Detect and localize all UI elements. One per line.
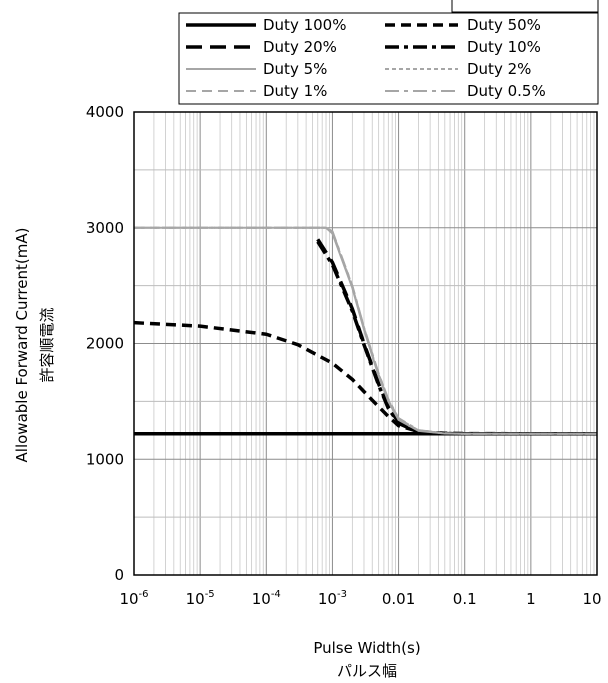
x-tick-label: 0.1 (453, 590, 477, 608)
x-tick-labels: 10-6 10-5 10-4 10-3 0.01 0.1 1 10 (119, 589, 601, 608)
x-tick-label: 1 (526, 590, 536, 608)
x-tick-label: 10-5 (186, 589, 215, 608)
legend-label: Duty 100% (263, 16, 346, 34)
x-tick-label: 10-6 (119, 589, 148, 608)
legend-box (178, 12, 599, 105)
legend-label: Duty 5% (263, 60, 327, 78)
y-tick-label: 2000 (86, 335, 124, 353)
legend-label: Duty 1% (263, 82, 327, 100)
x-axis-title: Pulse Width(s) (313, 639, 420, 657)
legend-label: Duty 10% (467, 38, 541, 56)
legend-label: Duty 0.5% (467, 82, 546, 100)
plot-frame (133, 111, 598, 576)
series-line-duty-10 (316, 240, 597, 436)
y-tick-label: 0 (114, 566, 124, 584)
y-tick-label: 3000 (86, 219, 124, 237)
y-tick-label: 4000 (86, 103, 124, 121)
legend-label: Duty 20% (263, 38, 337, 56)
x-tick-label: 0.01 (382, 590, 415, 608)
y-axis-title-jp: 許容順電流 (38, 307, 56, 382)
x-axis-title-jp: パルス幅 (337, 662, 397, 680)
legend: Duty 100% Duty 50% Duty 20% Duty 10% Duty 5%… (178, 12, 599, 105)
top-box-fragment (451, 0, 599, 13)
series-line-duty-0-5 (134, 226, 597, 435)
plot-area (133, 111, 598, 576)
y-axis-title: Allowable Forward Current(mA) (13, 228, 31, 463)
series-layer (133, 226, 597, 436)
x-tick-label: 10-3 (318, 589, 347, 608)
x-tick-label: 10 (582, 590, 601, 608)
y-tick-label: 1000 (86, 450, 124, 468)
legend-label: Duty 2% (467, 60, 531, 78)
legend-label: Duty 50% (467, 16, 541, 34)
y-tick-labels: 0 1000 2000 3000 4000 (86, 103, 124, 584)
x-tick-label: 10-4 (252, 589, 281, 608)
